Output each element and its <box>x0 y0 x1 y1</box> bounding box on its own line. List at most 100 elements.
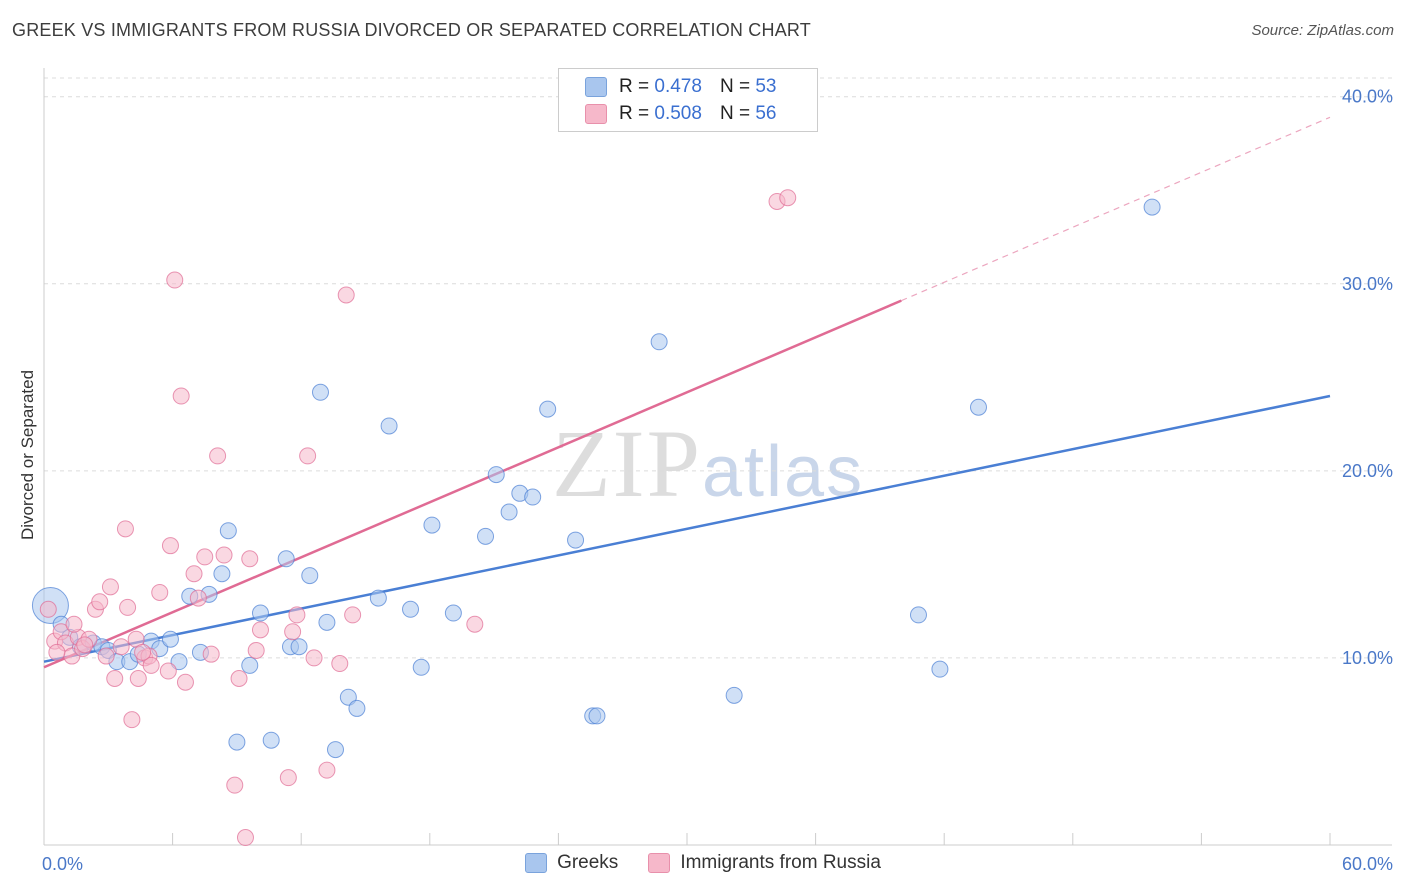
point-greeks <box>311 383 329 401</box>
point-greeks <box>318 613 336 631</box>
trend-lines <box>43 116 1331 669</box>
point-russia <box>196 548 214 566</box>
point-russia <box>215 546 233 564</box>
point-greeks <box>170 653 188 671</box>
point-greeks <box>650 333 668 351</box>
watermark: ZIPatlas <box>552 408 864 519</box>
legend-swatch-russia <box>585 104 607 124</box>
point-russia <box>779 189 797 207</box>
point-greeks <box>412 658 430 676</box>
legend-r-value: 0.478 <box>654 76 702 97</box>
point-russia <box>226 776 244 794</box>
legend-n-label: N = <box>719 103 751 124</box>
point-greeks <box>444 604 462 622</box>
point-greeks <box>290 638 308 656</box>
point-russia <box>288 606 306 624</box>
trend-line-russia-extension <box>901 116 1331 302</box>
point-greeks <box>348 699 366 717</box>
legend-r-label: R = <box>619 76 650 97</box>
point-greeks <box>588 707 606 725</box>
legend-label-russia: Immigrants from Russia <box>680 852 881 873</box>
trend-line-russia <box>43 299 902 669</box>
point-russia <box>241 550 259 568</box>
legend-swatch-greeks <box>585 77 607 97</box>
tick-labels: 10.0% 20.0% 30.0% 40.0% 0.0% 60.0% <box>42 87 1393 874</box>
point-greeks <box>524 488 542 506</box>
x-tick-label-min: 0.0% <box>42 854 83 874</box>
y-tick-label: 40.0% <box>1342 87 1393 107</box>
point-russia <box>119 598 137 616</box>
point-russia <box>344 606 362 624</box>
legend-item-russia: Immigrants from Russia <box>648 852 881 874</box>
point-greeks <box>339 688 357 706</box>
y-tick-label: 10.0% <box>1342 648 1393 668</box>
y-tick-label: 20.0% <box>1342 461 1393 481</box>
point-greeks <box>277 550 295 568</box>
point-russia <box>251 621 269 639</box>
source-credit: Source: ZipAtlas.com <box>1251 22 1394 39</box>
point-greeks <box>380 417 398 435</box>
x-tick-label-max: 60.0% <box>1342 854 1393 874</box>
point-greeks <box>326 741 344 759</box>
point-russia <box>129 670 147 688</box>
point-russia <box>209 447 227 465</box>
point-greeks <box>161 630 179 648</box>
legend-n-value: 56 <box>755 103 777 124</box>
point-russia <box>123 711 141 729</box>
point-russia <box>106 670 124 688</box>
data-points <box>31 189 1161 847</box>
chart-title: GREEK VS IMMIGRANTS FROM RUSSIA DIVORCED… <box>12 20 811 40</box>
point-russia <box>337 286 355 304</box>
point-greeks <box>219 522 237 540</box>
point-greeks <box>725 686 743 704</box>
legend-row-greeks: R = 0.478 N = 53 <box>585 75 776 99</box>
point-russia <box>161 537 179 555</box>
point-russia <box>185 565 203 583</box>
legend-r-value: 0.508 <box>654 103 702 124</box>
point-greeks <box>500 503 518 521</box>
point-greeks <box>251 604 269 622</box>
point-greeks <box>228 733 246 751</box>
point-russia <box>116 520 134 538</box>
y-tick-label: 30.0% <box>1342 274 1393 294</box>
point-russia <box>151 583 169 601</box>
point-russia <box>176 673 194 691</box>
point-greeks <box>369 589 387 607</box>
point-greeks <box>1143 198 1161 216</box>
point-russia <box>279 769 297 787</box>
point-russia <box>284 623 302 641</box>
point-russia <box>247 641 265 659</box>
point-greeks <box>213 565 231 583</box>
legend-swatch-russia <box>648 853 671 873</box>
legend-n-value: 53 <box>755 76 777 97</box>
point-greeks <box>477 527 495 545</box>
point-russia <box>97 647 115 665</box>
point-russia <box>159 662 177 680</box>
point-russia <box>134 643 152 661</box>
point-greeks <box>402 600 420 618</box>
point-russia <box>305 649 323 667</box>
point-greeks <box>423 516 441 534</box>
point-russia <box>76 636 94 654</box>
point-russia <box>189 589 207 607</box>
legend-label-greeks: Greeks <box>557 852 619 873</box>
point-greeks <box>241 656 259 674</box>
point-russia <box>466 615 484 633</box>
legend-swatch-greeks <box>525 853 548 873</box>
point-greeks <box>539 400 557 418</box>
axes <box>43 68 1392 846</box>
point-russia <box>166 271 184 289</box>
point-greeks <box>567 531 585 549</box>
watermark-zip: ZIP <box>552 410 702 517</box>
point-greeks <box>487 466 505 484</box>
point-russia <box>331 655 349 673</box>
point-greeks <box>262 731 280 749</box>
point-greeks <box>301 567 319 585</box>
point-russia <box>39 600 57 618</box>
point-russia <box>65 615 83 633</box>
point-greeks <box>969 398 987 416</box>
point-russia <box>230 670 248 688</box>
point-greeks <box>931 660 949 678</box>
trend-line-greeks <box>43 394 1331 663</box>
